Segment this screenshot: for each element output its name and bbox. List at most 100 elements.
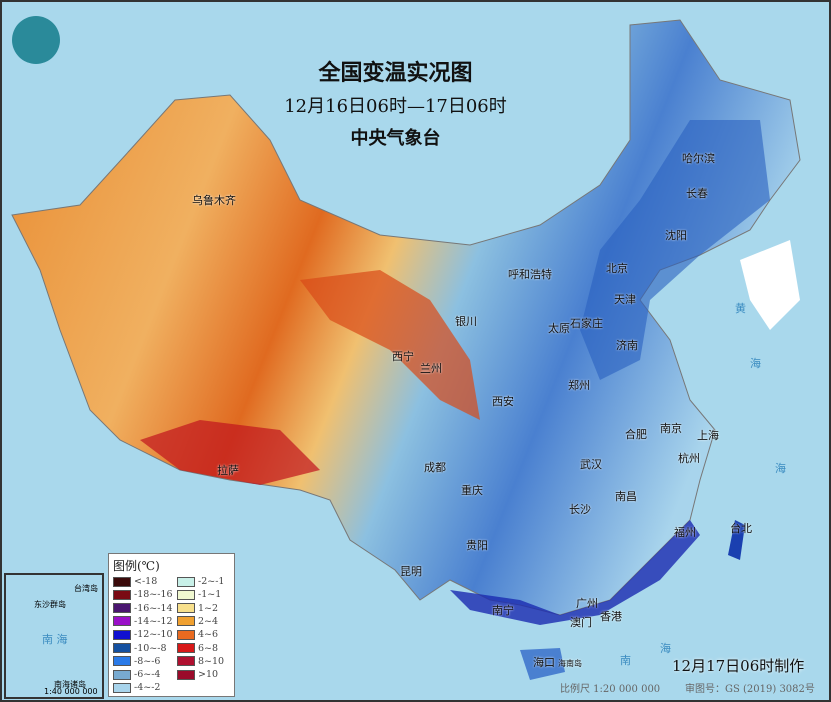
sea-label: 南 <box>620 654 631 667</box>
cold-south-coast <box>450 520 700 625</box>
map-approval-code: 审图号：GS (2019) 3082号 <box>685 684 815 695</box>
city-label: 合肥 <box>625 428 647 441</box>
city-label: 银川 <box>455 315 477 328</box>
legend-item: -2~-1 <box>177 576 224 587</box>
legend-swatch <box>113 669 131 680</box>
legend-label: -2~-1 <box>198 576 225 587</box>
legend-swatch <box>113 616 131 627</box>
cold-east-region <box>580 120 770 380</box>
city-label: 南京 <box>660 422 682 435</box>
city-label: 海口 <box>533 656 555 669</box>
map-scale: 比例尺 1:20 000 000 <box>560 684 661 695</box>
city-label: 拉萨 <box>217 464 239 477</box>
sea-label: 海 <box>660 642 671 655</box>
legend-swatch <box>113 682 131 693</box>
map-title: 全国变温实况图 <box>318 60 473 86</box>
inset-label: 东沙群岛 <box>34 600 66 609</box>
city-label: 兰州 <box>420 362 442 375</box>
city-label: 呼和浩特 <box>508 268 552 281</box>
legend-swatch <box>113 589 131 600</box>
legend-swatch <box>177 616 195 627</box>
inset-label: 台湾岛 <box>74 584 98 593</box>
legend-label: 4~6 <box>198 629 219 641</box>
legend-item: 6~8 <box>177 643 218 654</box>
legend-item: 8~10 <box>177 656 224 667</box>
legend-item: -10~-8 <box>113 643 167 654</box>
city-label: 重庆 <box>461 484 483 497</box>
legend-swatch <box>177 576 195 587</box>
legend-item: -8~-6 <box>113 656 160 667</box>
legend-item: >10 <box>177 669 218 680</box>
sea-label: 海 <box>775 462 786 475</box>
legend-item: 4~6 <box>177 629 218 640</box>
city-label: 西安 <box>492 395 514 408</box>
city-label: 澳门 <box>570 616 592 629</box>
city-label: 福州 <box>674 526 696 539</box>
legend-swatch <box>113 576 131 587</box>
legend-swatch <box>177 669 195 680</box>
inset-islands-label: 南海诸岛 <box>54 680 86 689</box>
legend-label: -6~-4 <box>134 669 161 681</box>
south-china-sea-inset: 台湾岛 东沙群岛 南 海 南海诸岛 1:40 000 000 <box>4 573 104 699</box>
legend-swatch <box>113 656 131 667</box>
legend-item: 2~4 <box>177 616 218 627</box>
city-label: 天津 <box>614 293 636 306</box>
city-label: 石家庄 <box>570 317 603 330</box>
legend-swatch <box>177 629 195 640</box>
legend-label: >10 <box>198 669 219 681</box>
warm-central-region <box>300 270 480 420</box>
city-label: 太原 <box>548 322 570 335</box>
inset-sea-label: 南 海 <box>42 633 68 646</box>
legend-swatch <box>177 643 195 653</box>
sea-label: 海 <box>750 357 761 370</box>
legend-swatch <box>177 656 195 667</box>
warm-tibet-region <box>140 420 320 485</box>
city-label: 西宁 <box>392 350 414 363</box>
legend-title: 图例(℃) <box>113 559 160 573</box>
sea-label: 黄 <box>735 302 746 315</box>
legend-label: 2~4 <box>198 615 219 627</box>
legend-item: 1~2 <box>177 603 218 614</box>
legend-item: <-18 <box>113 576 157 587</box>
city-label: 成都 <box>424 461 446 474</box>
legend-swatch <box>177 589 195 600</box>
legend-label: -4~-2 <box>134 682 161 694</box>
production-time: 12月17日06时制作 <box>672 657 805 675</box>
city-label: 广州 <box>576 597 598 610</box>
legend-item: -6~-4 <box>113 669 160 680</box>
legend-item: -14~-12 <box>113 616 173 627</box>
city-label: 乌鲁木齐 <box>192 194 236 207</box>
legend-label: -8~-6 <box>134 655 161 667</box>
city-label: 北京 <box>606 262 628 275</box>
city-label: 杭州 <box>678 452 700 465</box>
city-label: 长春 <box>686 187 708 200</box>
legend-label: -1~1 <box>198 589 222 601</box>
legend-swatch <box>113 643 131 653</box>
legend-label: -12~-10 <box>134 629 173 641</box>
legend: 图例(℃) <-18 -18~-16 -16~-14 -14~-12 -12~-10 -1… <box>108 553 235 697</box>
city-label: 台北 <box>730 522 752 535</box>
taiwan-island <box>728 520 745 560</box>
legend-swatch <box>113 603 131 614</box>
legend-item: -4~-2 <box>113 682 160 693</box>
legend-swatch <box>113 629 131 640</box>
city-label: 香港 <box>600 610 622 623</box>
legend-label: 8~10 <box>198 655 225 667</box>
legend-label: -18~-16 <box>134 589 173 601</box>
city-label: 哈尔滨 <box>682 152 715 165</box>
legend-label: -10~-8 <box>134 642 167 654</box>
legend-item: -18~-16 <box>113 589 173 600</box>
legend-label: -16~-14 <box>134 602 173 614</box>
agency-logo <box>12 16 60 64</box>
legend-label: <-18 <box>134 576 158 587</box>
city-label: 贵阳 <box>466 539 488 552</box>
legend-item: -1~1 <box>177 589 221 600</box>
city-label: 南昌 <box>615 490 637 503</box>
legend-label: 6~8 <box>198 642 219 654</box>
city-label: 长沙 <box>569 503 591 516</box>
legend-label: 1~2 <box>198 602 219 614</box>
hainan-island <box>520 648 565 680</box>
legend-item: -16~-14 <box>113 603 173 614</box>
map-period: 12月16日06时—17日06时 <box>284 96 507 117</box>
legend-label: -14~-12 <box>134 615 173 627</box>
